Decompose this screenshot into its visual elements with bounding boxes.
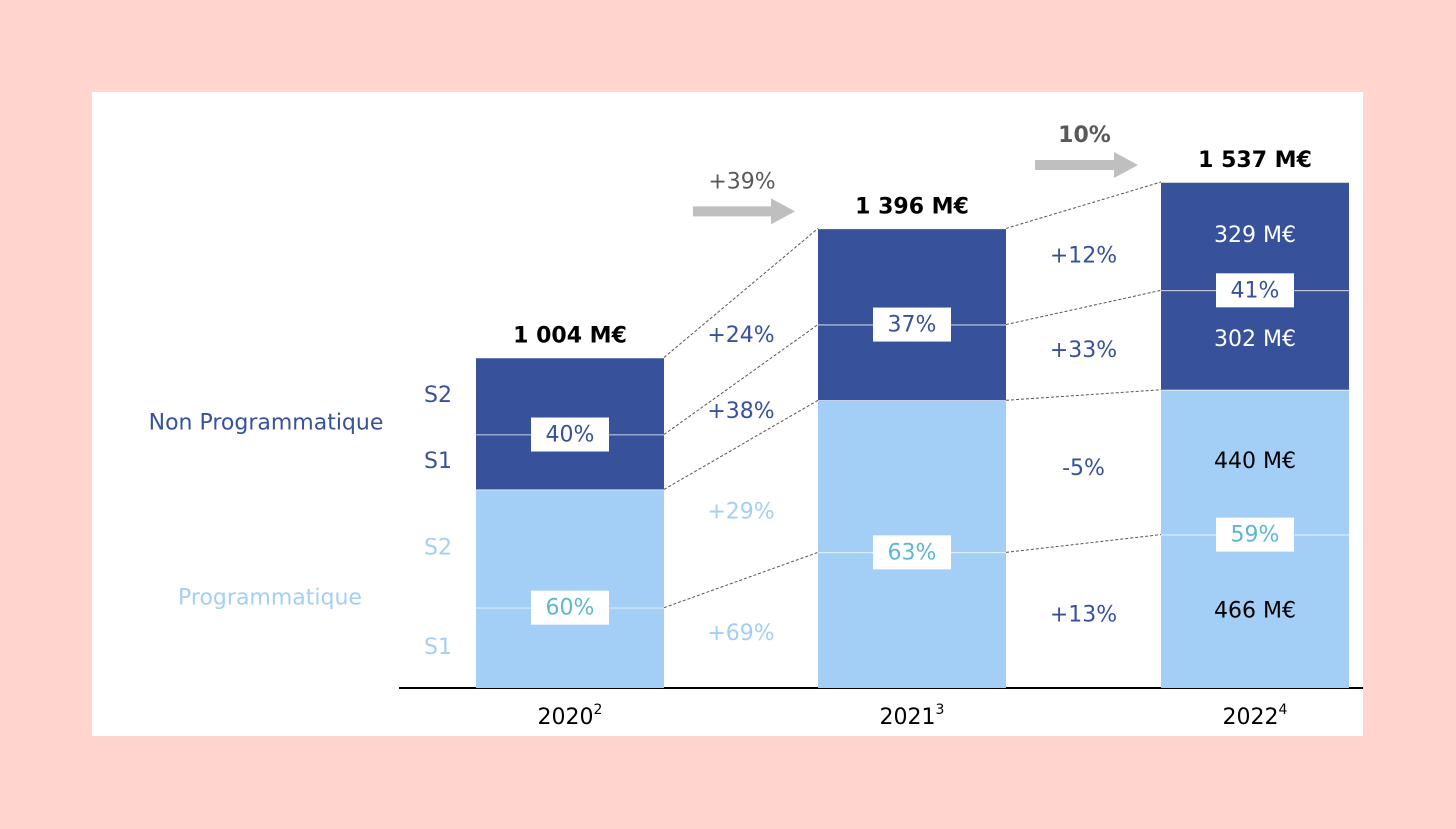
category: 2020 [538, 705, 594, 730]
group-label: Non Programmatique [149, 410, 384, 435]
footnote: 2 [594, 702, 603, 718]
total-growth-label: +39% [708, 169, 775, 194]
total-label: 1 537 M€ [1198, 148, 1312, 173]
share-box [1216, 273, 1294, 308]
series-label: S1 [424, 449, 452, 474]
growth-label: +38% [707, 399, 774, 424]
share-box [1216, 517, 1294, 552]
share-label: 37% [888, 313, 937, 338]
bar-segment [1161, 182, 1349, 291]
share-label: 40% [546, 423, 595, 448]
share-label: 59% [1231, 523, 1280, 548]
value-label: 466 M€ [1214, 598, 1296, 623]
connector [1005, 181, 1162, 229]
growth-label: +12% [1050, 243, 1117, 268]
bar-segment [1161, 389, 1349, 535]
share-label: 63% [888, 540, 937, 565]
growth-label: +69% [707, 621, 774, 646]
connector [663, 551, 819, 609]
value-label: 329 M€ [1214, 223, 1296, 248]
bar-segment [476, 489, 664, 608]
value-label: 440 M€ [1214, 449, 1296, 474]
bar-segment [1161, 534, 1349, 688]
value-label: 302 M€ [1214, 327, 1296, 352]
share-box [873, 535, 951, 570]
total-label: 1 396 M€ [855, 194, 969, 219]
connector [663, 228, 819, 358]
group-label: Programmatique [178, 586, 362, 611]
share-box [531, 590, 609, 625]
bar-segment [818, 552, 1006, 688]
total-label: 1 004 M€ [513, 323, 627, 348]
growth-label: +33% [1050, 338, 1117, 363]
x-tick-label: 20202 [538, 702, 603, 730]
share-box [873, 307, 951, 342]
growth-label: +13% [1050, 603, 1117, 628]
x-tick-label: 20213 [880, 702, 945, 730]
category: 2022 [1223, 705, 1279, 730]
series-label: S1 [424, 635, 452, 660]
footnote: 4 [1279, 702, 1288, 718]
share-label: 60% [546, 596, 595, 621]
share-label: 41% [1231, 278, 1280, 303]
footnote: 3 [936, 702, 945, 718]
connector [663, 324, 819, 435]
growth-label: -5% [1062, 456, 1105, 481]
connector [1005, 534, 1162, 553]
connector [1005, 289, 1162, 326]
total-growth-label: 10% [1058, 123, 1111, 148]
series-label: S2 [424, 383, 452, 408]
growth-arrow [1035, 152, 1138, 179]
bar-segment [818, 400, 1006, 553]
panel [92, 92, 1363, 736]
growth-label: +29% [707, 499, 774, 524]
share-box [531, 417, 609, 452]
connector [1005, 389, 1162, 401]
growth-label: +24% [707, 323, 774, 348]
growth-arrow [693, 198, 795, 225]
x-tick-label: 20224 [1223, 702, 1288, 730]
series-label: S2 [424, 536, 452, 561]
category: 2021 [880, 705, 936, 730]
